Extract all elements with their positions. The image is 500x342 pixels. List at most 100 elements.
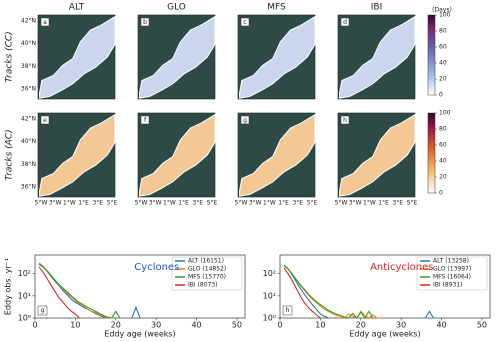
column-title: IBI <box>371 3 382 13</box>
panel-letter: h <box>286 307 290 314</box>
legend-label: GLO (14852) <box>188 266 226 273</box>
lat-label: 40°N <box>21 40 36 47</box>
panel-letter-box <box>40 115 50 125</box>
sea-area <box>239 15 316 99</box>
panel-letter-box <box>340 17 350 27</box>
lon-label: 5°W <box>135 200 148 207</box>
sea-area <box>339 113 416 197</box>
lon-label: 5°E <box>407 200 418 207</box>
lat-label: 36°N <box>21 86 36 93</box>
y-tick-label: 10² <box>18 269 31 278</box>
panel-letter: g <box>243 117 247 124</box>
x-tick-label: 40 <box>191 321 201 330</box>
panel-letter: h <box>343 117 347 124</box>
x-tick-label: 50 <box>232 321 242 330</box>
lon-label: 3°E <box>392 200 403 207</box>
lon-label: 5°E <box>307 200 318 207</box>
lon-label: 3°E <box>92 200 103 207</box>
x-tick-label: 20 <box>111 321 121 330</box>
row-label: Tracks (AC) <box>5 129 15 180</box>
lat-label: 40°N <box>21 138 36 145</box>
sea-area <box>139 15 216 99</box>
y-tick-label: 10¹ <box>18 291 31 300</box>
lon-label: 1°W <box>63 200 76 207</box>
colorbar-tick-label: 40 <box>439 60 447 67</box>
panel-letter-box <box>40 17 50 27</box>
lat-label: 42°N <box>21 18 36 25</box>
lat-label: 42°N <box>21 116 36 123</box>
lon-label: 5°W <box>235 200 248 207</box>
x-tick-label: 50 <box>477 321 487 330</box>
lon-label: 3°E <box>292 200 303 207</box>
lon-label: 3°W <box>249 200 262 207</box>
panel-letter-box <box>140 115 150 125</box>
lon-label: 1°W <box>363 200 376 207</box>
panel-letter: b <box>143 19 147 26</box>
lon-label: 1°E <box>178 200 189 207</box>
panel-letter: a <box>43 19 47 26</box>
x-tick-label: 0 <box>32 321 37 330</box>
legend-label: IBI (8931) <box>433 282 463 289</box>
x-axis-label: Eddy age (weeks) <box>104 330 175 339</box>
colorbar-tick-label: 60 <box>439 44 447 51</box>
column-title: ALT <box>69 3 85 13</box>
lon-label: 5°W <box>335 200 348 207</box>
panel-letter-box <box>240 17 250 27</box>
lat-label: 38°N <box>21 63 36 70</box>
y-tick-label: 10⁰ <box>263 314 276 323</box>
colorbar-tick-label: 100 <box>439 110 451 117</box>
panel-letter: c <box>243 19 246 26</box>
legend-label: GLO (13997) <box>433 266 471 273</box>
lon-label: 1°W <box>163 200 176 207</box>
x-tick-label: 0 <box>277 321 282 330</box>
x-tick-label: 40 <box>436 321 446 330</box>
x-tick-label: 10 <box>70 321 80 330</box>
legend-label: MFS (15770) <box>188 274 226 281</box>
panel-letter: d <box>343 19 347 26</box>
series-line <box>283 265 374 319</box>
lon-label: 5°E <box>107 200 118 207</box>
panel-letter-box <box>340 115 350 125</box>
colorbar <box>427 14 436 96</box>
panel-letter-box <box>140 17 150 27</box>
colorbar-tick-label: 0 <box>439 190 443 197</box>
legend-box <box>416 256 488 291</box>
lon-label: 1°E <box>378 200 389 207</box>
legend-label: MFS (16064) <box>433 274 471 281</box>
y-tick-label: 10⁰ <box>18 314 31 323</box>
panel-letter: f <box>144 117 147 124</box>
lon-label: 1°E <box>278 200 289 207</box>
chart-title: Anticyclones <box>370 262 433 273</box>
column-title: GLO <box>167 3 186 13</box>
series-line <box>38 266 80 319</box>
colorbar-tick-label: 20 <box>439 76 447 83</box>
panel-letter: e <box>43 117 47 124</box>
sea-area <box>39 15 116 99</box>
sea-area <box>139 113 216 197</box>
x-tick-label: 20 <box>356 321 366 330</box>
lon-label: 3°W <box>49 200 62 207</box>
sea-area <box>39 113 116 197</box>
lon-label: 3°E <box>192 200 203 207</box>
x-tick-label: 30 <box>151 321 161 330</box>
lat-label: 36°N <box>21 184 36 191</box>
y-tick-label: 10¹ <box>263 291 276 300</box>
legend-label: ALT (16151) <box>188 258 224 265</box>
colorbar-label: (Days) <box>432 7 452 14</box>
series-line <box>38 264 121 319</box>
sea-area <box>239 113 316 197</box>
series-line <box>283 267 321 319</box>
row-label: Tracks (CC) <box>5 31 15 82</box>
panel-letter: g <box>41 307 45 314</box>
chart-title: Cyclones <box>134 262 179 273</box>
legend-label: IBI (8073) <box>188 282 218 289</box>
x-tick-label: 30 <box>396 321 406 330</box>
colorbar <box>427 112 436 194</box>
plot-area <box>34 254 246 319</box>
lon-label: 1°W <box>263 200 276 207</box>
y-axis-label: Eddy obs. yr⁻¹ <box>4 258 13 315</box>
colorbar-tick-label: 60 <box>439 142 447 149</box>
x-axis-label: Eddy age (weeks) <box>349 330 420 339</box>
lon-label: 3°W <box>349 200 362 207</box>
y-tick-label: 10² <box>263 269 276 278</box>
